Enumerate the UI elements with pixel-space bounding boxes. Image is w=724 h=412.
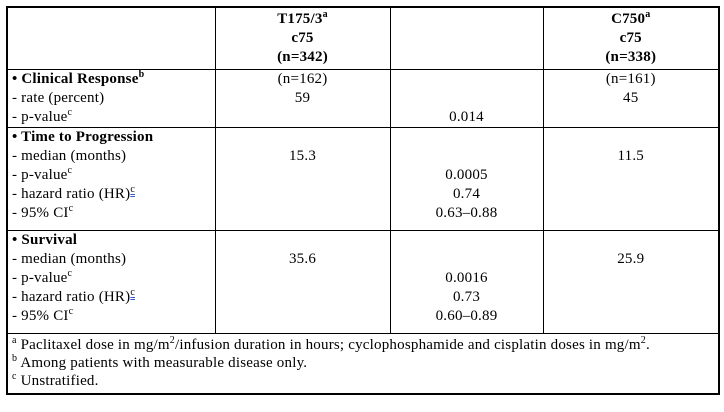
row-label-cell: - p-valuec [6,166,216,185]
arm2-value-cell [542,166,720,185]
table-row: - 95% CIc 0.63–0.88 [6,204,720,231]
mid-value-cell [389,147,544,166]
table-row: - median (months) 15.3 11.5 [6,147,720,166]
arm2-value-cell [542,204,720,231]
table-row: • Clinical Responseb (n=162) (n=161) [6,69,720,89]
row-label-cell: - hazard ratio (HR)c [6,185,216,204]
arm1-value-cell: 59 [214,89,391,108]
row-label-cell: • Survival [6,230,216,250]
arm2-value-cell [542,230,720,250]
mid-value-cell [389,250,544,269]
table-row: - p-valuec 0.0016 [6,269,720,288]
arm1-value-cell [214,288,391,307]
footnote-a: a Paclitaxel dose in mg/m2/infusion dura… [12,335,650,354]
header-label-cell [6,7,216,70]
row-label-cell: - median (months) [6,147,216,166]
mid-value-cell: 0.74 [389,185,544,204]
table-row: - 95% CIc 0.60–0.89 [6,307,720,334]
row-label-cell: - 95% CIc [6,204,216,231]
table-row: - rate (percent) 59 45 [6,89,720,108]
arm2-value-cell [542,269,720,288]
clinical-results-table: T175/3a c75 (n=342) C750a c75 (n=338) • Clin… [6,6,720,395]
table-row: • Time to Progression [6,127,720,147]
arm1-value-cell [214,269,391,288]
footnote-c: c Unstratified. [12,371,99,390]
table-row: - median (months) 35.6 25.9 [6,250,720,269]
table-row: - p-valuec 0.014 [6,108,720,128]
mid-value-cell [389,230,544,250]
arm1-value-cell: 15.3 [214,147,391,166]
arm1-value-cell [214,230,391,250]
mid-value-cell: 0.60–0.89 [389,307,544,334]
row-label-cell: • Time to Progression [6,127,216,147]
arm2-value-cell [542,307,720,334]
mid-value-cell [389,89,544,108]
header-arm2-cell: C750a c75 (n=338) [542,7,720,70]
mid-value-cell: 0.63–0.88 [389,204,544,231]
arm2-value-cell: 25.9 [542,250,720,269]
row-label-cell: - p-valuec [6,269,216,288]
row-label-cell: - rate (percent) [6,89,216,108]
arm2-value-cell [542,185,720,204]
table-row: - hazard ratio (HR)c 0.74 [6,185,720,204]
table-row: • Survival [6,230,720,250]
row-label-cell: - 95% CIc [6,307,216,334]
mid-value-cell: 0.73 [389,288,544,307]
table-row: - hazard ratio (HR)c 0.73 [6,288,720,307]
mid-value-cell: 0.014 [389,108,544,128]
row-label-cell: - median (months) [6,250,216,269]
mid-value-cell: 0.0016 [389,269,544,288]
mid-value-cell: 0.0005 [389,166,544,185]
header-arm1-cell: T175/3a c75 (n=342) [214,7,391,70]
footnotes-cell: a Paclitaxel dose in mg/m2/infusion dura… [6,333,720,394]
arm1-value-cell [214,307,391,334]
table-row: - p-valuec 0.0005 [6,166,720,185]
arm1-value-cell [214,185,391,204]
arm1-value-cell [214,204,391,231]
arm2-value-cell: (n=161) [542,69,720,89]
footnotes-row: a Paclitaxel dose in mg/m2/infusion dura… [6,333,720,394]
footnote-b: b Among patients with measurable disease… [12,353,308,372]
header-mid-cell [389,7,544,70]
mid-value-cell [389,69,544,89]
mid-value-cell [389,127,544,147]
arm2-value-cell [542,127,720,147]
arm1-value-cell: (n=162) [214,69,391,89]
arm2-value-cell [542,108,720,128]
table-header-row: T175/3a c75 (n=342) C750a c75 (n=338) [6,7,720,70]
arm1-value-cell [214,166,391,185]
arm2-value-cell: 11.5 [542,147,720,166]
row-label-cell: - hazard ratio (HR)c [6,288,216,307]
row-label-cell: - p-valuec [6,108,216,128]
arm1-value-cell [214,127,391,147]
row-label-cell: • Clinical Responseb [6,69,216,89]
arm2-value-cell [542,288,720,307]
arm2-value-cell: 45 [542,89,720,108]
arm1-value-cell [214,108,391,128]
arm1-value-cell: 35.6 [214,250,391,269]
